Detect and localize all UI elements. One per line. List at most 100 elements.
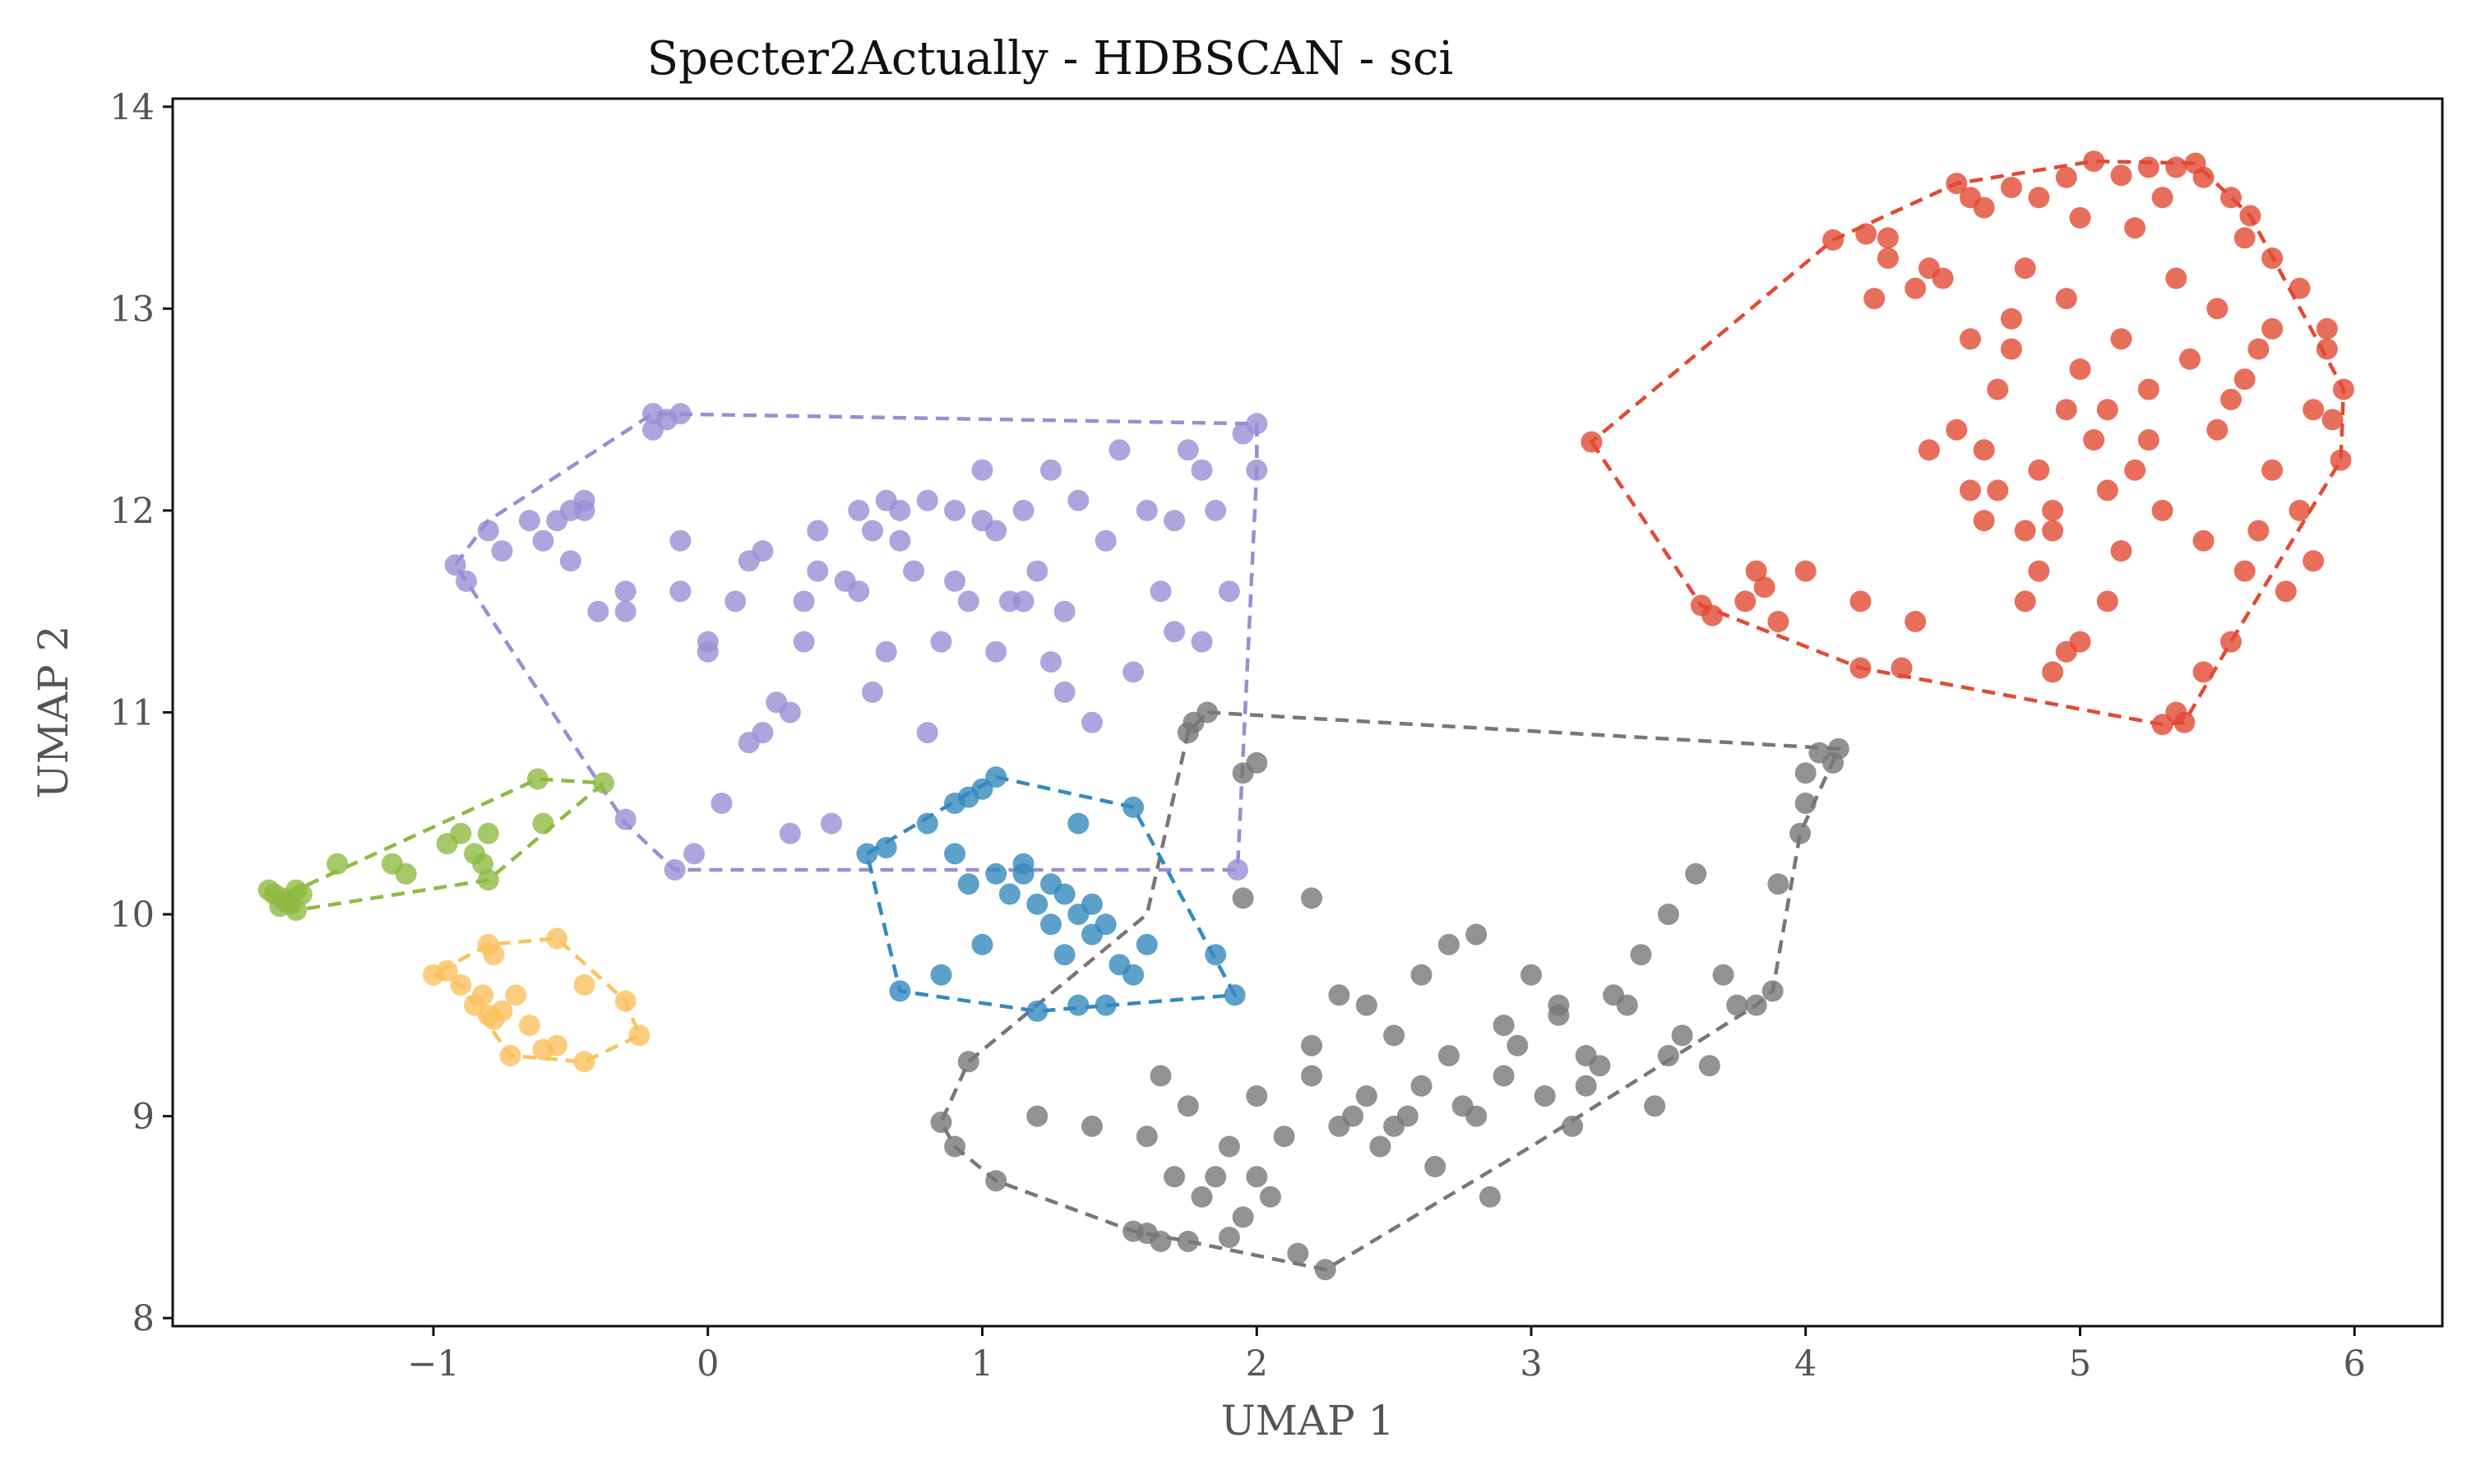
cluster-1-point xyxy=(724,590,747,613)
cluster-0-point xyxy=(2179,348,2201,370)
cluster-0-point xyxy=(2261,459,2284,481)
cluster-0-point xyxy=(1849,657,1872,679)
cluster-2-point xyxy=(1383,1024,1405,1047)
cluster-5-point xyxy=(628,1024,650,1047)
x-axis-label: UMAP 1 xyxy=(1221,1397,1395,1445)
cluster-0-point xyxy=(2028,459,2050,481)
cluster-0-point xyxy=(2289,277,2311,299)
cluster-1-point xyxy=(1226,859,1248,881)
cluster-1-point xyxy=(1191,459,1213,481)
cluster-5-point xyxy=(614,990,636,1012)
cluster-1-point xyxy=(1232,423,1254,445)
cluster-0-point xyxy=(2028,560,2050,582)
cluster-1-point xyxy=(456,570,478,592)
cluster-0-point xyxy=(1960,328,1981,350)
cluster-0-point xyxy=(2014,520,2036,542)
cluster-3-point xyxy=(957,873,979,895)
cluster-0-point xyxy=(1973,510,1995,532)
cluster-0-point xyxy=(2124,217,2146,239)
cluster-2-point xyxy=(1562,1115,1584,1137)
cluster-4-point xyxy=(450,822,472,844)
cluster-0-point xyxy=(1849,590,1872,613)
cluster-0-point xyxy=(2220,388,2242,410)
cluster-1-point xyxy=(1095,529,1117,552)
cluster-0-point xyxy=(2110,540,2132,562)
cluster-2-point xyxy=(1355,1085,1377,1107)
cluster-0-point xyxy=(2330,449,2352,471)
cluster-3-point xyxy=(916,812,938,834)
cluster-0-point xyxy=(2083,150,2105,173)
cluster-1-point xyxy=(664,859,686,881)
cluster-2-point xyxy=(1465,923,1488,945)
cluster-1-point xyxy=(752,540,774,562)
cluster-2-point xyxy=(1437,1045,1460,1066)
cluster-3-point xyxy=(985,766,1007,788)
cluster-0-point xyxy=(2233,368,2256,391)
cluster-3-point xyxy=(856,843,878,865)
cluster-5-point xyxy=(518,1015,540,1037)
cluster-3-point xyxy=(1095,913,1117,936)
cluster-3-point xyxy=(998,883,1021,905)
cluster-0-point xyxy=(1877,227,1899,249)
cluster-2-hull xyxy=(938,710,1842,1272)
cluster-2-point xyxy=(1644,1095,1666,1117)
cluster-1-point xyxy=(875,489,897,511)
cluster-1-point xyxy=(655,409,678,431)
cluster-0-point xyxy=(2083,429,2105,451)
x-tick-label: −1 xyxy=(407,1343,459,1385)
cluster-2-point xyxy=(1246,1085,1268,1107)
cluster-1-point xyxy=(875,640,897,663)
y-tick-label: 9 xyxy=(132,1097,155,1138)
cluster-3-point xyxy=(1122,796,1145,818)
cluster-1-point xyxy=(793,631,815,653)
cluster-4-point xyxy=(477,822,499,844)
cluster-5-point xyxy=(573,974,595,996)
y-tick-label: 8 xyxy=(132,1298,155,1339)
cluster-0-point xyxy=(1753,576,1775,599)
cluster-0-point xyxy=(2303,399,2325,421)
cluster-2-point xyxy=(1218,1135,1240,1158)
cluster-4-point xyxy=(593,772,614,794)
cluster-1-point xyxy=(614,580,636,603)
cluster-1-point xyxy=(1150,580,1172,603)
cluster-1-point xyxy=(1012,499,1034,521)
x-tick-label: 3 xyxy=(1520,1343,1542,1385)
cluster-0-point xyxy=(2124,459,2146,481)
cluster-2-point xyxy=(985,1170,1007,1192)
cluster-0-point xyxy=(1960,479,1981,502)
cluster-2-point xyxy=(1164,1166,1186,1188)
cluster-2-point xyxy=(1698,1055,1720,1077)
cluster-1-point xyxy=(930,631,952,653)
cluster-0-point xyxy=(2261,247,2284,269)
cluster-3-point xyxy=(1012,862,1034,885)
cluster-3-point xyxy=(944,793,966,814)
cluster-1-point xyxy=(532,529,554,552)
y-axis-label: UMAP 2 xyxy=(30,626,77,799)
cluster-1-point xyxy=(669,580,692,603)
cluster-5-point xyxy=(499,1045,521,1066)
cluster-2-point xyxy=(1603,984,1625,1006)
cluster-1-point xyxy=(710,793,733,814)
cluster-0-point xyxy=(1987,479,2009,502)
cluster-3-point xyxy=(875,837,897,858)
cluster-5-point xyxy=(505,984,527,1006)
cluster-2-point xyxy=(1259,1186,1281,1208)
cluster-2-point xyxy=(1410,1075,1433,1097)
cluster-0-point xyxy=(2042,661,2064,683)
cluster-4-point xyxy=(477,869,499,891)
cluster-1-point xyxy=(1246,459,1268,481)
x-tick-label: 6 xyxy=(2344,1343,2366,1385)
cluster-5-point xyxy=(472,984,494,1006)
cluster-1-point xyxy=(916,489,938,511)
cluster-0-point xyxy=(2206,298,2229,320)
cluster-1-point xyxy=(766,691,788,714)
cluster-1-point xyxy=(738,732,760,754)
cluster-0-point xyxy=(2275,580,2297,603)
cluster-1-point xyxy=(862,520,883,542)
cluster-2-point xyxy=(1520,964,1542,986)
cluster-2-point xyxy=(1451,1095,1474,1117)
cluster-2-point xyxy=(1493,1065,1515,1087)
cluster-0-point xyxy=(2247,520,2270,542)
cluster-0-point xyxy=(2001,307,2022,330)
